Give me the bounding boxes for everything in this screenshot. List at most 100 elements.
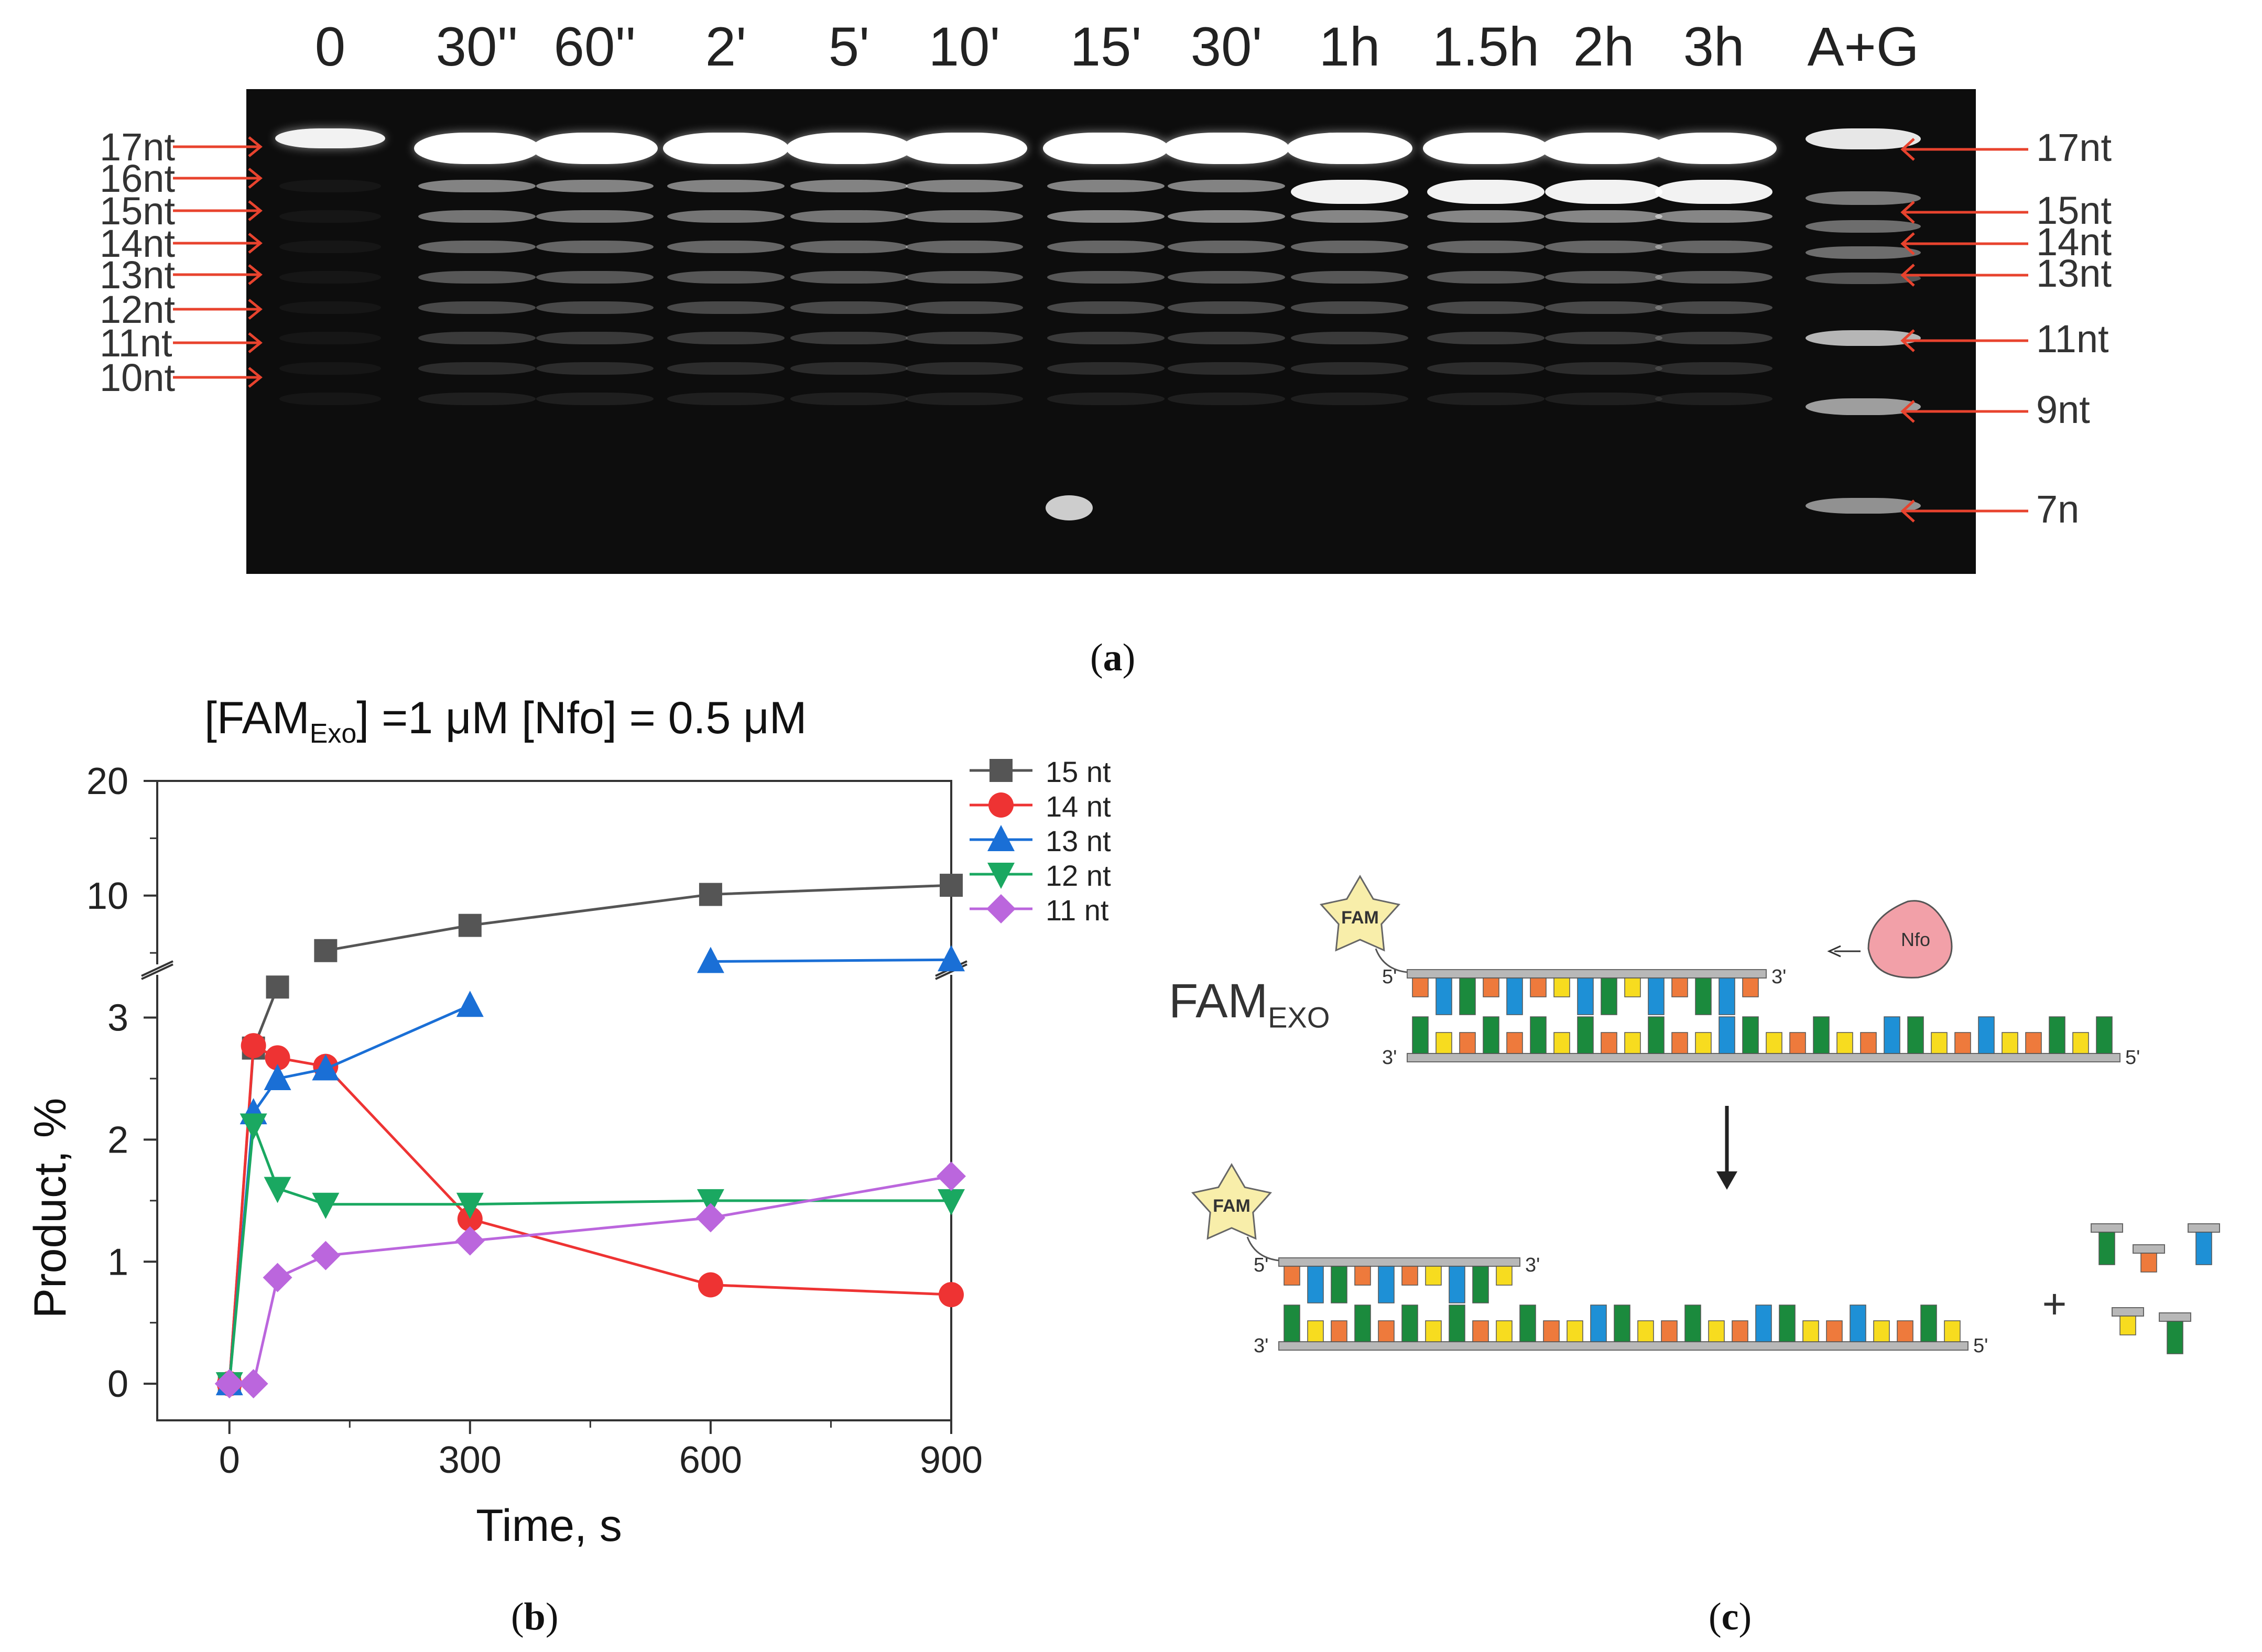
data-point [238,1369,268,1399]
released-nucleotide-base [2119,1316,2136,1335]
base-bottom [1719,1016,1735,1054]
y-tick-label: 10 [86,875,128,917]
marker-arrowhead-right [1900,329,1915,352]
base-bottom [1661,1320,1678,1342]
gel-band [790,180,908,192]
base-bottom [1907,1016,1924,1054]
gel-band [1047,362,1165,375]
marker-label-left: 12nt [100,288,176,331]
gel-band [901,133,1027,164]
base-top [1742,977,1759,997]
gel-band [1806,273,1921,284]
data-point [938,945,965,972]
gel-band [790,393,908,405]
gel-band [1047,180,1165,192]
data-point [939,1282,964,1308]
released-nucleotide-base [2098,1232,2115,1265]
base-bottom [1472,1320,1489,1342]
base-bottom [1354,1305,1371,1342]
lane-label: 30'' [436,16,518,78]
base-top [1496,1266,1513,1286]
gel-band [536,180,654,192]
data-point [698,1272,723,1298]
axis-break-mark [141,960,173,977]
gel-band [1655,301,1772,314]
data-point [264,1177,291,1203]
data-point [241,1033,266,1059]
gel-band [790,271,908,284]
plus-sign: + [2042,1280,2067,1327]
gel-band [1806,246,1921,259]
gel-band [1291,210,1408,223]
gel-band [532,133,658,164]
base-bottom [1601,1032,1617,1054]
base-top [1624,977,1641,997]
base-bottom [1826,1320,1843,1342]
y-tick-label: 1 [107,1241,128,1283]
base-bottom [1684,1305,1701,1342]
gel-band [1291,271,1408,284]
base-bottom [2002,1032,2018,1054]
gel-band [790,241,908,253]
gel-band [906,362,1023,375]
end-label: 3' [1525,1254,1540,1276]
base-bottom [1436,1032,1452,1054]
gel-band [1427,241,1545,253]
lane-label: 2h [1573,16,1635,78]
base-bottom [1836,1032,1853,1054]
base-bottom [2049,1016,2065,1054]
bottom-strand-backbone [1407,1053,2120,1062]
gel-band [1047,393,1165,405]
base-bottom [1506,1032,1523,1054]
base-bottom [1742,1016,1759,1054]
base-top [1412,977,1429,997]
marker-arrowhead-right [1900,499,1915,523]
gel-band [1806,191,1921,205]
chart-series [214,874,966,1399]
marker-label-left: 13nt [100,253,176,297]
base-bottom [1920,1305,1937,1342]
gel-band [1168,180,1285,192]
data-point [311,1241,341,1270]
gel-band [1427,210,1545,223]
gel-band [1168,362,1285,375]
marker-arrowhead-right [1900,138,1915,161]
gel-band [418,301,536,314]
gel-band [1545,393,1662,405]
data-point [458,914,482,937]
lane-label: 10' [928,16,1000,78]
gel-band [414,133,540,164]
top-strand-backbone [1407,969,1767,979]
gel-band [1047,271,1165,284]
base-bottom [1884,1016,1900,1054]
base-bottom [1732,1320,1748,1342]
gel-band [1043,133,1169,164]
legend-label: 11 nt [1046,894,1109,927]
marker-label-left: 14nt [100,222,176,265]
base-bottom [1954,1032,1971,1054]
released-nucleotide-backbone [2133,1244,2165,1254]
data-point [214,1369,244,1399]
bottom-strand-backbone [1278,1341,1969,1351]
y-tick-label: 0 [107,1363,128,1405]
marker-label-left: 16nt [100,157,176,200]
marker-arrows-left [173,136,263,388]
base-bottom [1496,1320,1513,1342]
end-label: 3' [1254,1335,1268,1357]
marker-arrowhead-left [248,367,263,388]
base-bottom [1944,1320,1961,1342]
marker-arrowhead-left [248,299,263,320]
base-bottom [1897,1320,1913,1342]
gel-band [536,271,654,284]
lane-header: 0 30'' 60'' 2' 5' 10' 15' 30' 1h 1.5h 2h 3h A+G [246,10,1981,84]
base-bottom [1637,1320,1654,1342]
data-point [265,1045,290,1071]
marker-arrowhead-left [248,200,263,221]
base-bottom [1766,1032,1782,1054]
base-top [1601,977,1617,1015]
released-nucleotide-backbone [2112,1307,2144,1317]
data-point [988,792,1014,818]
data-point [312,1054,340,1081]
gel-band [1651,133,1777,164]
